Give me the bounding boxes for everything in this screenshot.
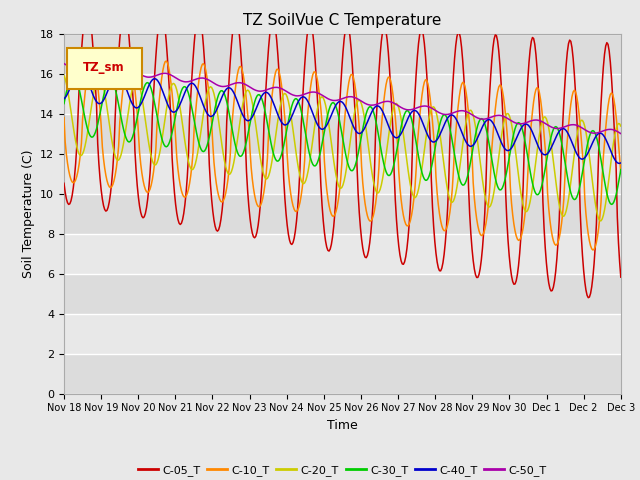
Bar <box>64 193 621 234</box>
Bar <box>64 114 621 154</box>
Bar <box>64 34 621 73</box>
Bar <box>64 313 621 354</box>
FancyBboxPatch shape <box>67 48 142 89</box>
Bar <box>64 154 621 193</box>
X-axis label: Time: Time <box>327 419 358 432</box>
Text: TZ_sm: TZ_sm <box>83 61 125 74</box>
Title: TZ SoilVue C Temperature: TZ SoilVue C Temperature <box>243 13 442 28</box>
Bar <box>64 274 621 313</box>
Y-axis label: Soil Temperature (C): Soil Temperature (C) <box>22 149 35 278</box>
Bar <box>64 73 621 114</box>
Bar <box>64 234 621 274</box>
Legend: C-05_T, C-10_T, C-20_T, C-30_T, C-40_T, C-50_T: C-05_T, C-10_T, C-20_T, C-30_T, C-40_T, … <box>134 460 551 480</box>
Bar <box>64 354 621 394</box>
